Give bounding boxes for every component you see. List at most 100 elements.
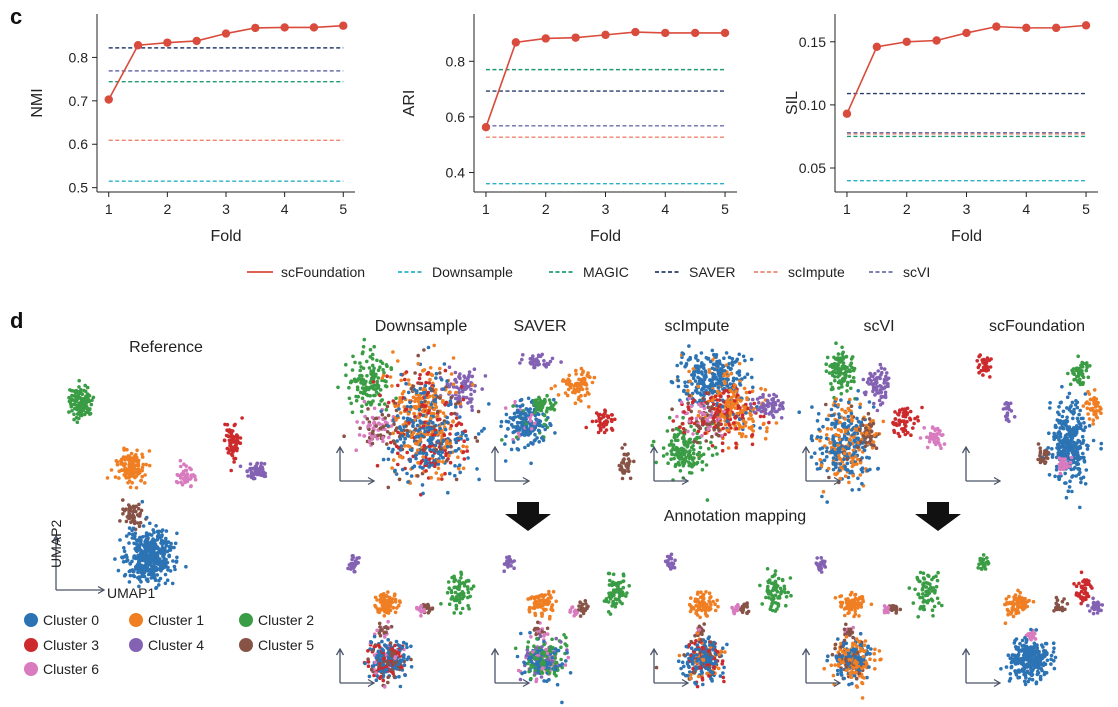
umap-point (696, 413, 701, 418)
umap-point (402, 425, 407, 429)
umap-point (463, 429, 468, 434)
umap-point (685, 445, 690, 449)
umap-point (393, 592, 397, 596)
y-axis-label: ARI (401, 90, 418, 117)
umap-point (1069, 404, 1073, 408)
umap-point (424, 469, 428, 473)
umap-point (927, 439, 932, 444)
umap-point (419, 614, 423, 618)
umap-point (849, 386, 853, 391)
umap-point (422, 348, 426, 352)
umap-point (137, 556, 142, 560)
umap-point (368, 355, 373, 359)
umap-point (737, 423, 742, 427)
umap-point (530, 362, 535, 366)
series-point (511, 38, 521, 47)
umap-point (421, 368, 425, 373)
umap-point (601, 413, 605, 417)
umap-point (415, 442, 420, 446)
umap-point (417, 393, 422, 398)
umap-point (826, 417, 830, 422)
umap-point (682, 430, 686, 435)
umap-point (699, 370, 704, 374)
umap-point (457, 394, 461, 398)
umap-point (559, 360, 563, 364)
umap-point (533, 438, 537, 442)
umap-point (1047, 473, 1052, 477)
umap-point (770, 409, 774, 414)
umap-point (458, 470, 463, 475)
umap-point (513, 400, 517, 404)
umap-point (70, 388, 74, 393)
umap-point (896, 412, 900, 416)
umap-point (671, 428, 675, 432)
umap-point (456, 400, 461, 405)
umap-point (829, 427, 834, 431)
umap-point (705, 498, 710, 502)
umap-point (165, 560, 170, 565)
umap-point (908, 409, 913, 414)
umap-point (604, 428, 609, 432)
umap-point (453, 378, 457, 382)
umap-point (855, 445, 860, 450)
umap-point (1076, 425, 1081, 430)
umap-point (416, 362, 421, 366)
umap-point (1047, 431, 1051, 436)
series-point (631, 27, 640, 37)
umap-point (878, 362, 883, 367)
umap-point (1080, 373, 1084, 378)
umap-point (852, 366, 857, 371)
umap-point (1070, 489, 1074, 494)
umap-point (1063, 471, 1067, 476)
x-axis-label: Fold (951, 228, 982, 245)
umap-point (553, 384, 557, 388)
umap-point (844, 355, 848, 359)
umap-point (717, 417, 721, 421)
umap-point (355, 385, 360, 390)
umap-point (154, 524, 158, 528)
umap-point (135, 448, 139, 453)
legend-label: scFoundation (281, 264, 365, 280)
umap-point (134, 453, 138, 457)
umap-point (432, 459, 437, 463)
umap-point (384, 384, 389, 389)
umap-point (1058, 432, 1063, 436)
umap-point (410, 448, 414, 453)
y-tick-label: 0.10 (799, 97, 826, 113)
umap-point (229, 446, 233, 451)
umap-point (382, 614, 387, 618)
umap-point (154, 544, 158, 548)
series-point (962, 28, 971, 38)
umap-point (749, 357, 754, 362)
umap-point (143, 481, 147, 485)
umap-point (832, 443, 837, 448)
umap-point (446, 403, 451, 408)
umap-point (893, 417, 898, 421)
umap-point (1054, 425, 1058, 430)
umap-point (852, 463, 856, 467)
umap-point (145, 515, 149, 520)
umap-point (1087, 417, 1092, 421)
umap-point (709, 440, 713, 445)
umap-point (740, 425, 745, 430)
umap-point (845, 389, 849, 393)
umap-point (606, 414, 611, 419)
umap-point (617, 463, 622, 468)
umap-point (848, 438, 853, 442)
umap-point (854, 424, 859, 428)
umap-point (447, 365, 452, 370)
umap-point (715, 452, 719, 456)
umap-point (692, 428, 697, 433)
umap-point (135, 542, 139, 546)
umap-point (855, 462, 859, 466)
umap-point (155, 552, 160, 556)
umap-point (916, 418, 920, 423)
umap-point (359, 365, 363, 369)
umap-point (511, 425, 515, 429)
umap-point (349, 561, 353, 566)
umap-point (837, 437, 842, 442)
umap-point (372, 421, 376, 426)
umap-point (825, 455, 829, 459)
umap-point (124, 476, 128, 480)
umap-point (430, 607, 435, 611)
